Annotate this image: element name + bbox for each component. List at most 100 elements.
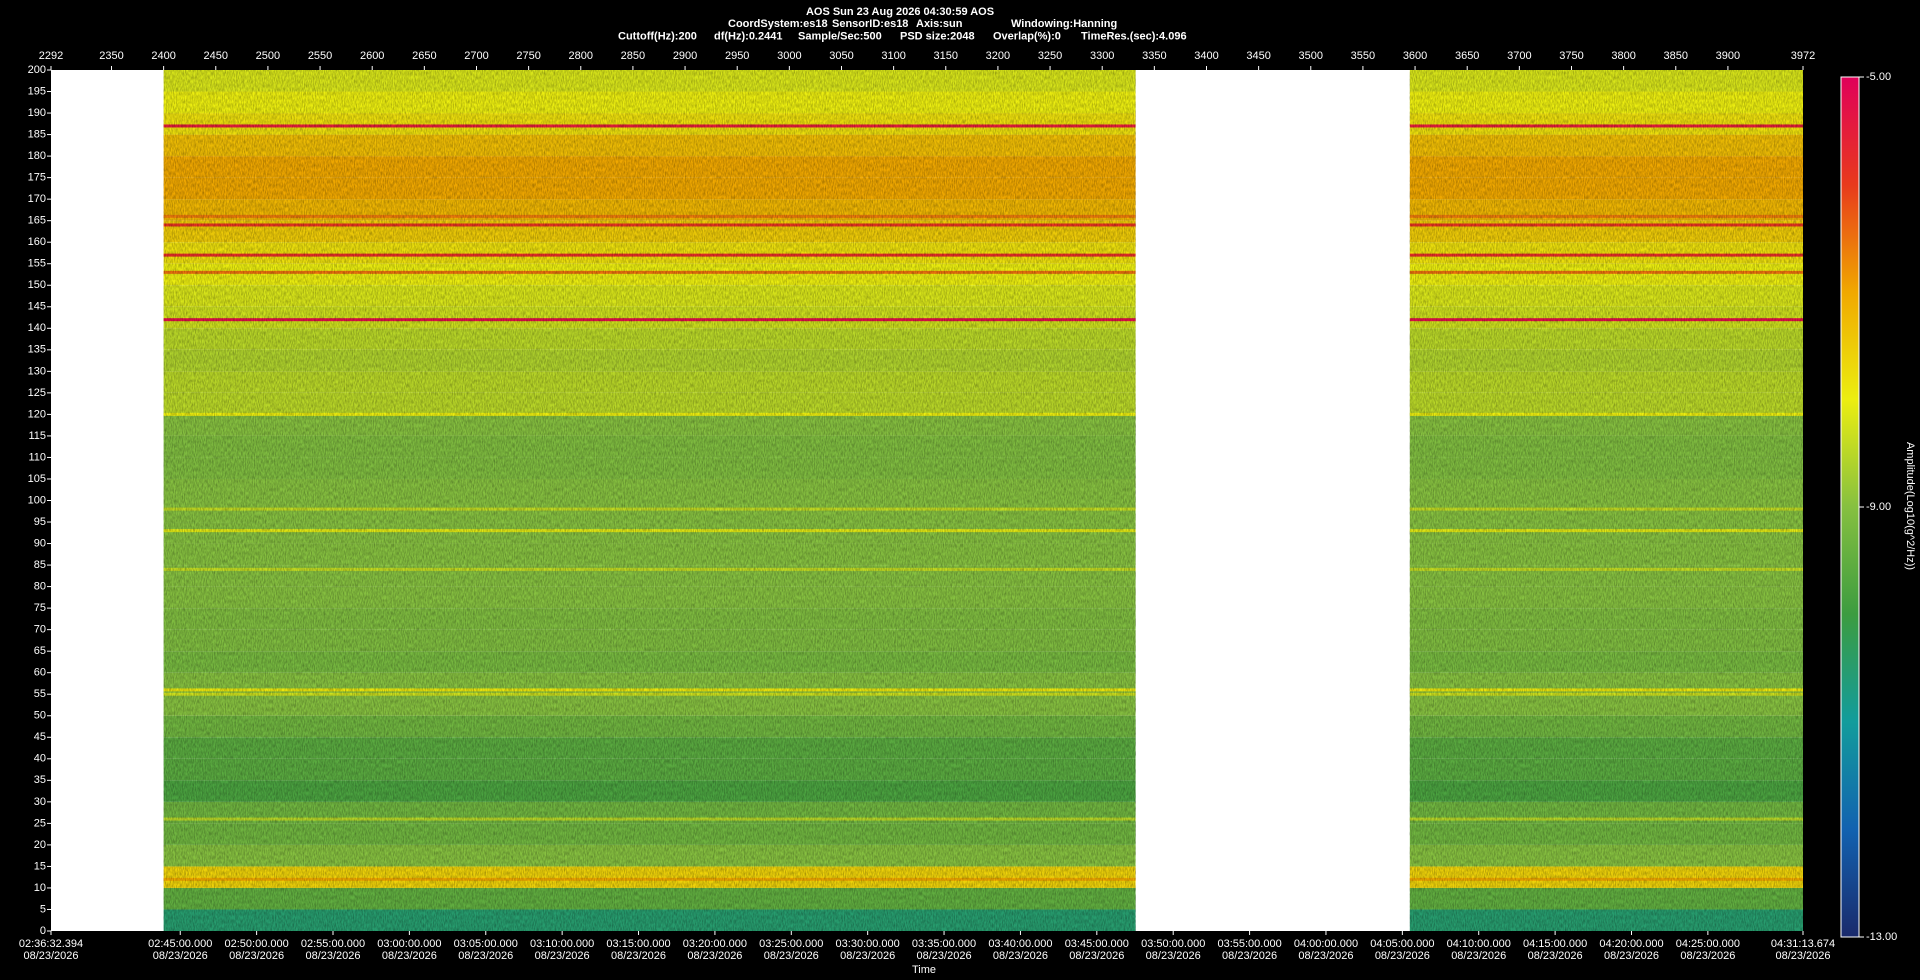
x-tick-label: 2550	[308, 50, 332, 62]
x-tick-label: 3850	[1664, 50, 1688, 62]
time-tick-date: 08/23/2026	[764, 950, 819, 962]
time-tick-date: 08/23/2026	[458, 950, 513, 962]
x-tick-label: 2900	[673, 50, 697, 62]
time-tick-date: 08/23/2026	[535, 950, 590, 962]
y-tick-label: 135	[28, 344, 46, 356]
time-tick-date: 08/23/2026	[1528, 950, 1583, 962]
y-tick-label: 155	[28, 258, 46, 270]
time-tick-date: 08/23/2026	[229, 950, 284, 962]
y-tick-label: 10	[34, 882, 46, 894]
y-tick-label: 55	[34, 688, 46, 700]
y-tick-label: 195	[28, 85, 46, 97]
x-tick-label: 2450	[204, 50, 228, 62]
x-tick-label: 3700	[1507, 50, 1531, 62]
x-tick-label: 3150	[934, 50, 958, 62]
time-tick-label: 04:15:00.000	[1523, 938, 1587, 950]
header-info: SensorID:es18	[832, 18, 908, 30]
time-tick-label: 04:10:00.000	[1447, 938, 1511, 950]
time-tick-label: 04:05:00.000	[1370, 938, 1434, 950]
y-tick-label: 165	[28, 215, 46, 227]
time-tick-label: 03:00:00.000	[377, 938, 441, 950]
header-info: TimeRes.(sec):4.096	[1081, 30, 1187, 42]
y-tick-label: 85	[34, 559, 46, 571]
x-tick-label: 3550	[1351, 50, 1375, 62]
chart-title: AOS Sun 23 Aug 2026 04:30:59 AOS	[806, 6, 994, 18]
y-tick-label: 190	[28, 107, 46, 119]
x-tick-label: 2700	[464, 50, 488, 62]
time-tick-date: 08/23/2026	[1451, 950, 1506, 962]
y-tick-label: 140	[28, 322, 46, 334]
y-tick-label: 105	[28, 473, 46, 485]
noise-texture	[1409, 70, 1803, 931]
x-axis-label: Time	[912, 964, 936, 976]
time-tick-label: 02:55:00.000	[301, 938, 365, 950]
time-tick-label: 02:36:32.394	[19, 938, 83, 950]
time-tick-label: 04:00:00.000	[1294, 938, 1358, 950]
colorbar-tick-label: -13.00	[1866, 931, 1897, 943]
time-tick-date: 08/23/2026	[1680, 950, 1735, 962]
y-tick-label: 95	[34, 516, 46, 528]
time-tick-label: 03:15:00.000	[606, 938, 670, 950]
y-tick-label: 65	[34, 645, 46, 657]
segment	[163, 70, 1136, 931]
y-tick-label: 130	[28, 365, 46, 377]
time-tick-label: 03:10:00.000	[530, 938, 594, 950]
header-info: Axis:sun	[916, 18, 963, 30]
y-tick-label: 110	[28, 451, 46, 463]
x-tick-label: 2950	[725, 50, 749, 62]
header-info: CoordSystem:es18	[728, 18, 828, 30]
x-tick-label: 3400	[1194, 50, 1218, 62]
y-tick-label: 160	[28, 236, 46, 248]
header-info: Sample/Sec:500	[798, 30, 882, 42]
header-info: Cuttoff(Hz):200	[618, 30, 697, 42]
x-tick-label: 2850	[621, 50, 645, 62]
x-tick-label: 3100	[881, 50, 905, 62]
x-tick-label: 3750	[1559, 50, 1583, 62]
x-tick-label: 2800	[569, 50, 593, 62]
x-tick-label: 2650	[412, 50, 436, 62]
y-tick-label: 200	[28, 64, 46, 76]
y-tick-label: 120	[28, 408, 46, 420]
colorbar	[1840, 76, 1860, 938]
y-tick-label: 60	[34, 667, 46, 679]
x-tick-label: 3900	[1716, 50, 1740, 62]
time-tick-date: 08/23/2026	[1775, 950, 1830, 962]
y-tick-label: 145	[28, 301, 46, 313]
y-tick-label: 90	[34, 537, 46, 549]
time-tick-label: 03:40:00.000	[988, 938, 1052, 950]
time-tick-date: 08/23/2026	[687, 950, 742, 962]
y-tick-label: 100	[28, 494, 46, 506]
time-tick-label: 03:50:00.000	[1141, 938, 1205, 950]
time-tick-date: 08/23/2026	[917, 950, 972, 962]
x-tick-label: 2400	[151, 50, 175, 62]
time-tick-label: 03:35:00.000	[912, 938, 976, 950]
time-tick-label: 03:05:00.000	[454, 938, 518, 950]
segment	[1409, 70, 1803, 931]
time-tick-date: 08/23/2026	[1298, 950, 1353, 962]
x-tick-label: 3972	[1791, 50, 1815, 62]
x-tick-label: 3250	[1038, 50, 1062, 62]
time-tick-date: 08/23/2026	[840, 950, 895, 962]
time-tick-date: 08/23/2026	[1604, 950, 1659, 962]
y-tick-label: 50	[34, 710, 46, 722]
y-tick-label: 15	[34, 860, 46, 872]
time-tick-label: 04:31:13.674	[1771, 938, 1835, 950]
time-tick-label: 03:55:00.000	[1217, 938, 1281, 950]
time-tick-date: 08/23/2026	[993, 950, 1048, 962]
y-tick-label: 25	[34, 817, 46, 829]
y-tick-label: 80	[34, 581, 46, 593]
y-tick-label: 5	[40, 903, 46, 915]
time-tick-label: 02:50:00.000	[225, 938, 289, 950]
y-tick-label: 125	[28, 387, 46, 399]
x-tick-label: 3450	[1246, 50, 1270, 62]
time-tick-date: 08/23/2026	[1069, 950, 1124, 962]
x-tick-label: 3200	[986, 50, 1010, 62]
y-tick-label: 45	[34, 731, 46, 743]
time-tick-date: 08/23/2026	[1375, 950, 1430, 962]
x-tick-label: 2750	[516, 50, 540, 62]
time-tick-date: 08/23/2026	[611, 950, 666, 962]
y-tick-label: 170	[28, 193, 46, 205]
x-tick-label: 3300	[1090, 50, 1114, 62]
colorbar-tick-label: -5.00	[1866, 71, 1891, 83]
